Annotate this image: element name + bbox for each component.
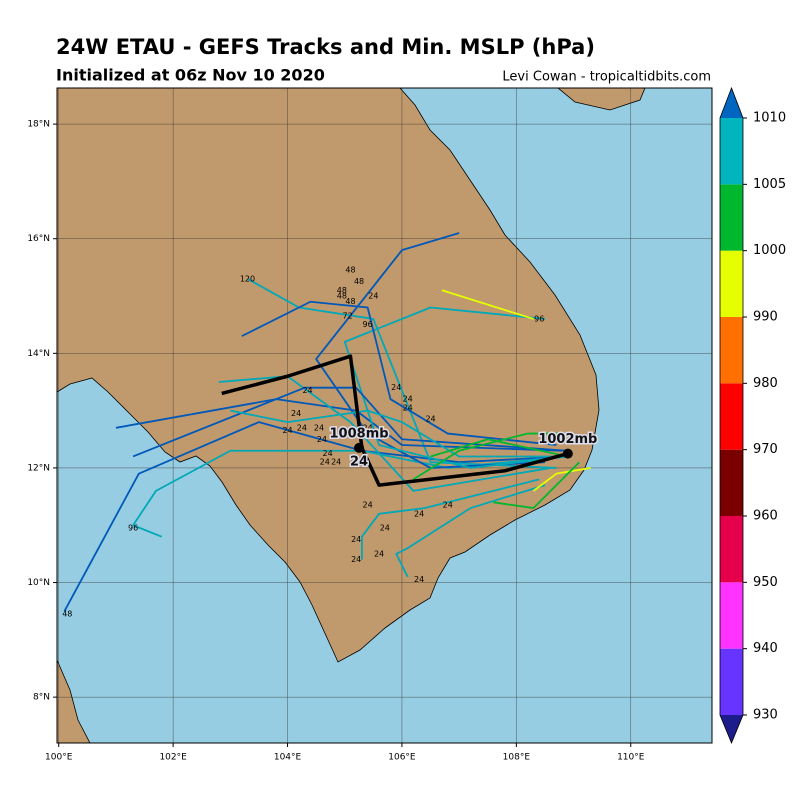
ensemble-track [63, 421, 568, 612]
ensemble-track [241, 300, 557, 446]
colorbar-band [720, 317, 743, 384]
hour-label: 24 [314, 423, 324, 432]
hour-label: 24 [282, 426, 292, 435]
hour-label: 48 [337, 292, 347, 301]
hour-label: 24 [391, 383, 401, 392]
hour-label: 24 [350, 454, 368, 469]
colorbar-band [720, 582, 743, 649]
hour-label: 24 [297, 423, 307, 432]
ensemble-track [315, 232, 546, 469]
hour-label: 24 [291, 409, 301, 418]
pressure-label: 1002mb [538, 432, 597, 447]
x-tick-label: 100°E [45, 753, 73, 763]
colorbar-tick-label: 980 [753, 376, 778, 391]
hour-label: 24 [374, 549, 384, 558]
ensemble-track [247, 278, 557, 469]
colorbar-band [720, 449, 743, 516]
grid: 100°E 102°E 104°E 106°E 108°E 110°E 8°N 10°N 12°… [27, 88, 712, 763]
hour-label: 24 [403, 403, 413, 412]
colorbar-extend [720, 715, 743, 743]
hour-label: 24 [380, 524, 390, 533]
ensemble-track [412, 432, 574, 481]
pressure-label: 1008mb [330, 426, 389, 441]
ensemble-track [532, 467, 591, 492]
hour-label: 24 [363, 423, 373, 432]
colorbar-band [720, 184, 743, 251]
colorbar-band [720, 250, 743, 317]
colorbar: 930 940 950 960 970 980 990 1000 1005 1010 [719, 86, 786, 745]
ensemble-track [132, 386, 568, 458]
chart-title: 24W ETAU - GEFS Tracks and Min. MSLP (hP… [56, 35, 595, 59]
land [557, 88, 646, 111]
hour-label: 24 [351, 555, 361, 564]
y-tick-label: 18°N [27, 120, 50, 130]
hour-label: 24 [302, 386, 312, 395]
mean-point [354, 442, 365, 453]
hour-label: 24 [414, 575, 424, 584]
colorbar-tick-label: 1005 [753, 177, 786, 192]
x-tick-label: 106°E [388, 753, 416, 763]
colorbar-tick-label: 930 [753, 708, 778, 723]
hour-label: 120 [240, 274, 255, 283]
colorbar-tick-label: 990 [753, 310, 778, 325]
hour-label: 24 [443, 501, 453, 510]
hour-label: 24 [363, 501, 373, 510]
y-tick-label: 14°N [27, 349, 50, 359]
colorbar-tick-label: 1000 [753, 243, 786, 258]
x-tick-label: 110°E [617, 753, 645, 763]
mean-point [562, 448, 573, 459]
ensemble-track [395, 484, 546, 578]
x-tick-label: 104°E [274, 753, 302, 763]
colorbar-extend [720, 88, 743, 118]
hour-label: 48 [345, 266, 355, 275]
hour-label: 24 [320, 458, 330, 467]
x-tick-label: 102°E [159, 753, 187, 763]
y-tick-label: 12°N [27, 463, 50, 473]
hour-label: 24 [414, 509, 424, 518]
colorbar-tick-label: 950 [753, 575, 778, 590]
ensemble-track [430, 438, 569, 458]
ensemble-track [361, 478, 540, 560]
hour-label: 96 [128, 524, 138, 533]
hour-label: 24 [317, 435, 327, 444]
hour-label: 48 [345, 297, 355, 306]
colorbar-band [720, 648, 743, 715]
colorbar-tick-label: 940 [753, 641, 778, 656]
chart-subtitle: Initialized at 06z Nov 10 2020 [56, 66, 325, 85]
hour-label: 24 [403, 395, 413, 404]
hour-label: 48 [337, 286, 347, 295]
y-tick-label: 16°N [27, 234, 50, 244]
hour-label: 96 [534, 314, 544, 323]
hour-label: 72 [343, 312, 353, 321]
y-tick-label: 8°N [33, 693, 50, 703]
x-tick-label: 108°E [503, 753, 531, 763]
hour-label: 24 [425, 415, 435, 424]
map-frame [56, 87, 713, 744]
ensemble-track [493, 461, 580, 509]
hour-label: 48 [354, 277, 364, 286]
colorbar-tick-label: 960 [753, 509, 778, 524]
colorbar-band [720, 516, 743, 583]
land [57, 659, 91, 743]
colorbar-tick-label: 1010 [753, 111, 786, 126]
hour-label: 48 [62, 610, 72, 619]
hour-label: 96 [363, 320, 373, 329]
ensemble-track [441, 289, 534, 320]
hour-label: 24 [331, 458, 341, 467]
hour-label: 24 [368, 292, 378, 301]
ensemble-track [218, 375, 551, 492]
colorbar-band [720, 383, 743, 450]
colorbar-band [720, 118, 743, 185]
credit: Levi Cowan - tropicaltidbits.com [502, 70, 711, 85]
hour-label: 24 [351, 535, 361, 544]
hour-label: 24 [322, 449, 332, 458]
ensemble-track [230, 409, 568, 458]
colorbar-tick-label: 970 [753, 442, 778, 457]
y-tick-label: 10°N [27, 578, 50, 588]
